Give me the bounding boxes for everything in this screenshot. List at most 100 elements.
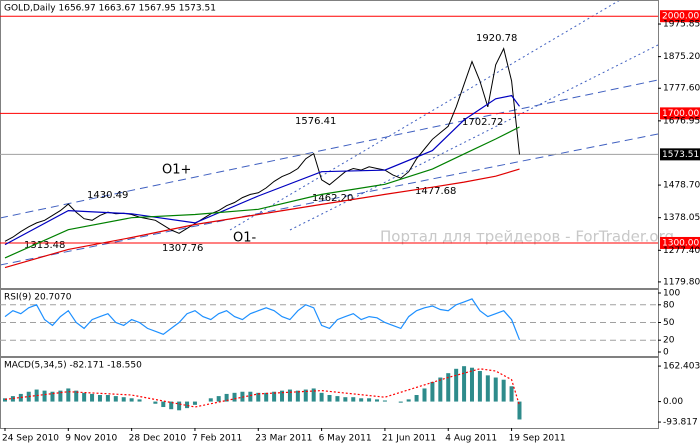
- histogram-bar: [438, 377, 443, 402]
- panel-frame: [0, 357, 659, 429]
- histogram-bar: [232, 392, 237, 402]
- histogram-bar: [18, 393, 23, 402]
- y-tick-label: 0.00: [663, 397, 683, 407]
- histogram-bar: [335, 396, 340, 402]
- series-line: [4, 298, 521, 341]
- histogram-bar: [161, 401, 166, 408]
- histogram-bar: [66, 388, 71, 402]
- trend-line: [0, 79, 659, 219]
- x-tick-label: 19 Sep 2011: [509, 434, 566, 444]
- panel-title: GOLD,Daily 1656.97 1663.67 1567.95 1573.…: [4, 4, 216, 14]
- x-tick-label: 28 Dec 2010: [129, 434, 187, 444]
- histogram-bar: [185, 401, 190, 409]
- y-tick-label: 1378.05: [663, 213, 700, 223]
- histogram-bar: [50, 391, 55, 402]
- histogram-bar: [414, 395, 419, 402]
- level-box: [660, 10, 700, 23]
- histogram-bar: [287, 389, 292, 402]
- histogram-bar: [351, 397, 356, 402]
- price-label: 1430.49: [87, 190, 128, 201]
- wave-label: O1-: [233, 231, 257, 246]
- series-line: [4, 47, 520, 242]
- y-tick-label: 0: [663, 347, 669, 357]
- histogram-bar: [327, 395, 332, 402]
- histogram-bar: [430, 381, 435, 402]
- y-tick-label: 162.403: [663, 362, 700, 372]
- y-tick-label: 20: [663, 336, 675, 346]
- y-tick-label: 1777.60: [663, 84, 700, 94]
- histogram-bar: [406, 399, 411, 402]
- histogram-bar: [137, 399, 142, 402]
- x-tick-label: 4 Aug 2011: [445, 434, 497, 444]
- histogram-bar: [367, 398, 372, 402]
- y-tick-label: 50: [663, 318, 675, 328]
- panel-frame: [0, 0, 659, 289]
- histogram-bar: [58, 390, 63, 402]
- histogram-bar: [90, 393, 95, 402]
- histogram-bar: [26, 391, 31, 402]
- y-tick-label: 100: [663, 289, 680, 299]
- panel-title: RSI(9) 20.7070: [4, 293, 72, 303]
- level-label: 1300.00: [662, 238, 699, 248]
- y-tick-label: 1478.70: [663, 181, 700, 191]
- level-box: [660, 236, 700, 249]
- wave-label: O1+: [162, 163, 191, 178]
- price-label: 1313.48: [24, 240, 65, 251]
- histogram-bar: [485, 375, 490, 402]
- series-line: [4, 368, 521, 408]
- histogram-bar: [501, 379, 506, 402]
- y-tick-label: 1277.40: [663, 246, 700, 256]
- histogram-bar: [97, 395, 102, 402]
- histogram-bar: [422, 388, 427, 402]
- histogram-bar: [295, 390, 300, 402]
- y-tick-label: 1875.20: [663, 52, 700, 62]
- level-box: [660, 107, 700, 120]
- series-line: [4, 126, 520, 259]
- price-label: 1307.76: [162, 243, 203, 254]
- x-tick-label: 24 Sep 2010: [2, 434, 59, 444]
- histogram-bar: [177, 401, 182, 411]
- x-tick-label: 23 Mar 2011: [255, 434, 312, 444]
- price-label: 1477.68: [415, 186, 456, 197]
- histogram-bar: [192, 401, 197, 405]
- series-line: [4, 94, 520, 246]
- histogram-bar: [256, 392, 261, 402]
- watermark: Портал для трейдеров - ForTrader.org: [380, 228, 674, 246]
- histogram-bar: [343, 397, 348, 402]
- histogram-bar: [113, 396, 118, 402]
- histogram-bar: [74, 390, 79, 402]
- level-label: 2000.00: [662, 12, 699, 22]
- histogram-bar: [224, 393, 229, 402]
- price-label: 1462.20: [312, 193, 353, 204]
- histogram-bar: [264, 392, 269, 402]
- level-label: 1573.51: [662, 150, 699, 160]
- histogram-bar: [208, 398, 213, 402]
- histogram-bar: [469, 367, 474, 402]
- level-box: [660, 148, 700, 161]
- histogram-bar: [398, 401, 403, 403]
- y-tick-label: 1676.95: [663, 116, 700, 126]
- histogram-bar: [319, 392, 324, 402]
- price-label: 1576.41: [295, 116, 336, 127]
- x-tick-label: 7 Feb 2011: [192, 434, 242, 444]
- histogram-bar: [121, 397, 126, 402]
- channel-line: [229, 0, 621, 231]
- x-tick-label: 9 Nov 2010: [65, 434, 117, 444]
- histogram-bar: [303, 389, 308, 402]
- histogram-bar: [105, 395, 110, 402]
- histogram-bar: [169, 401, 174, 410]
- histogram-bar: [359, 398, 364, 402]
- histogram-bar: [216, 396, 221, 402]
- price-label: 1702.72: [462, 117, 503, 128]
- price-label: 1920.78: [476, 33, 517, 44]
- histogram-bar: [517, 401, 522, 420]
- histogram-bar: [10, 396, 15, 402]
- histogram-bar: [248, 391, 253, 402]
- y-tick-label: -93.817: [663, 418, 698, 428]
- histogram-bar: [493, 377, 498, 402]
- histogram-bar: [2, 398, 7, 402]
- x-tick-label: 21 Jun 2011: [382, 434, 436, 444]
- histogram-bar: [280, 390, 285, 402]
- histogram-bar: [129, 398, 134, 402]
